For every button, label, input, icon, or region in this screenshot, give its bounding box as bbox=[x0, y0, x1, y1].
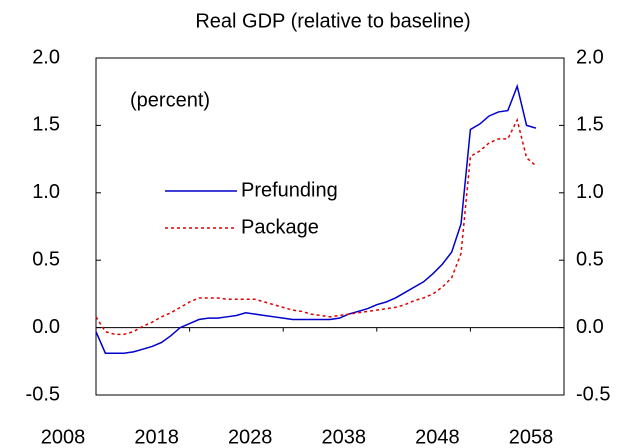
x-tick-label: 2038 bbox=[322, 426, 367, 448]
y-tick-label: 1.5 bbox=[32, 114, 60, 136]
x-tick-label: 2028 bbox=[228, 426, 273, 448]
y2-tick-label: 1.0 bbox=[576, 181, 604, 203]
y-tick-label: 0.0 bbox=[32, 316, 60, 338]
x-tick-label: 2018 bbox=[134, 426, 179, 448]
y-tick-label: -0.5 bbox=[26, 383, 60, 405]
plot-frame bbox=[95, 57, 565, 396]
legend-label: Prefunding bbox=[241, 179, 338, 201]
legend-label: Package bbox=[241, 216, 319, 238]
y-tick-label: 2.0 bbox=[32, 46, 60, 68]
y2-tick-label: 0.5 bbox=[576, 248, 604, 270]
y2-tick-label: 0.0 bbox=[576, 316, 604, 338]
y-tick-label: 0.5 bbox=[32, 248, 60, 270]
y2-tick-label: 1.5 bbox=[576, 114, 604, 136]
y2-tick-label: -0.5 bbox=[576, 383, 610, 405]
series-line bbox=[95, 117, 537, 336]
series-line bbox=[95, 83, 537, 354]
y-tick-label: 1.0 bbox=[32, 181, 60, 203]
x-tick-label: 2048 bbox=[415, 426, 460, 448]
x-tick-label: 2058 bbox=[509, 426, 554, 448]
annotation: (percent) bbox=[130, 89, 210, 111]
x-tick-label: 2008 bbox=[41, 426, 86, 448]
y2-tick-label: 2.0 bbox=[576, 46, 604, 68]
chart-title: Real GDP (relative to baseline) bbox=[195, 10, 470, 32]
